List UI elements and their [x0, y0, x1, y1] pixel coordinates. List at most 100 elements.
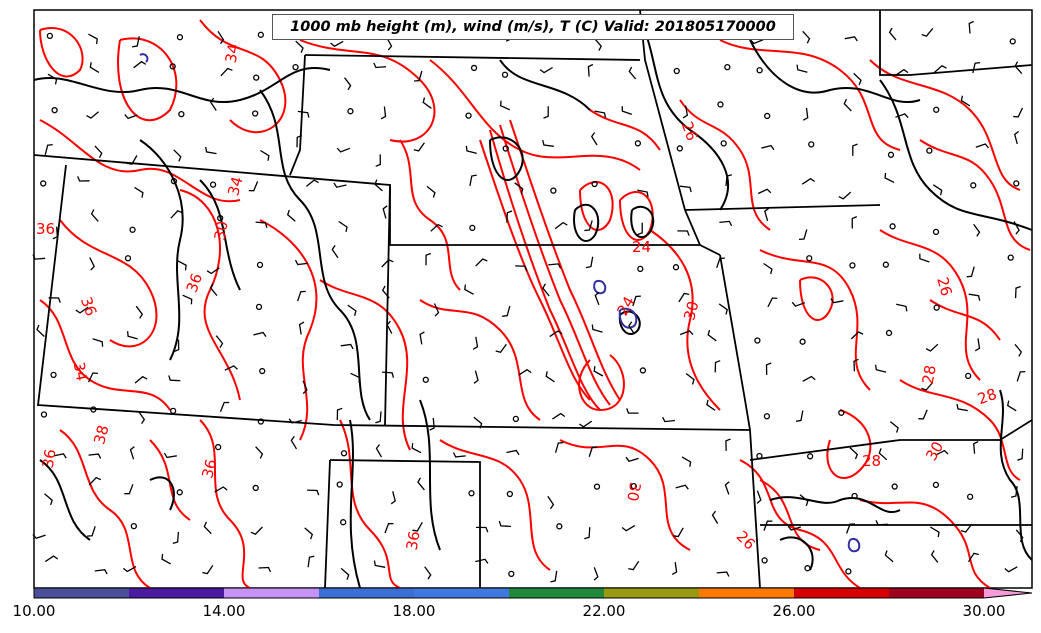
- calm-station-icon: [806, 453, 814, 460]
- wind-barb-icon: [373, 560, 386, 568]
- contour-labels: 34 36 34 30 36 36 34 38 36 36 36 24 30 3…: [36, 43, 999, 554]
- calm-station-icon: [506, 490, 514, 498]
- wind-barb-icon: [75, 306, 89, 314]
- wind-barb-icon: [594, 38, 602, 51]
- calm-station-icon: [672, 264, 680, 271]
- wind-barb-icon: [89, 257, 95, 271]
- wind-barb-icon: [706, 399, 716, 411]
- wind-barb-icon: [628, 66, 637, 80]
- wind-barb-icon: [475, 526, 489, 533]
- wind-barb-icon: [219, 401, 230, 413]
- calm-station-icon: [887, 151, 895, 158]
- wind-barb-icon: [707, 329, 717, 342]
- calm-station-icon: [50, 371, 57, 379]
- wind-barb-icon: [375, 444, 383, 458]
- wind-barb-icon: [682, 105, 689, 119]
- wind-barb-icon: [542, 283, 550, 297]
- wind-barb-icon: [126, 155, 138, 165]
- wind-barb-icon: [549, 330, 563, 338]
- calm-station-icon: [591, 180, 598, 188]
- wind-barb-icon: [932, 184, 943, 196]
- wind-barb-icon: [333, 182, 347, 188]
- colorbar-tick-1: 10.00: [12, 602, 56, 620]
- wind-barb-icon: [711, 510, 719, 524]
- wind-barb-icon: [286, 209, 296, 222]
- wind-barb-icon: [628, 560, 640, 571]
- wind-barb-icon: [874, 364, 887, 373]
- wind-barb-icon: [382, 371, 395, 378]
- calm-station-icon: [933, 304, 940, 311]
- calm-station-icon: [178, 110, 185, 118]
- wind-barb-icon: [88, 453, 102, 459]
- wind-barb-icon: [384, 522, 394, 534]
- colorbar: [33, 587, 1033, 599]
- calm-station-icon: [637, 265, 644, 273]
- wind-barb-icon: [217, 30, 225, 45]
- wind-barb-icon: [422, 97, 432, 109]
- calm-station-icon: [340, 450, 348, 457]
- wind-barb-icon: [295, 40, 304, 53]
- wind-barb-icon: [133, 60, 147, 69]
- wind-barb-icon: [637, 189, 649, 198]
- wind-barb-icon: [135, 305, 144, 319]
- calm-station-icon: [169, 407, 177, 415]
- calm-station-icon: [933, 106, 940, 113]
- wind-barb-icon: [350, 372, 361, 383]
- wind-barb-icon: [161, 554, 172, 565]
- wind-barb-icon: [594, 110, 607, 118]
- calm-station-icon: [639, 367, 647, 374]
- calm-station-icon: [252, 110, 259, 117]
- wind-barb-icon: [587, 63, 594, 77]
- wind-barb-icon: [678, 292, 690, 303]
- calm-station-icon: [634, 140, 642, 147]
- wind-barb-icon: [77, 176, 90, 182]
- wind-barb-icon: [414, 70, 423, 82]
- calm-station-icon: [932, 228, 940, 236]
- wind-barb-icon: [791, 301, 806, 307]
- wind-barb-icon: [209, 283, 218, 297]
- wind-barb-icon: [853, 358, 859, 372]
- wind-barb-icon: [168, 375, 181, 382]
- calm-station-icon: [970, 182, 977, 189]
- state-borders: [33, 9, 1033, 589]
- contour-label-5: 36: [183, 271, 206, 295]
- calm-station-icon: [340, 519, 347, 526]
- wind-barb-icon: [336, 407, 343, 421]
- wind-barb-icon: [677, 230, 690, 236]
- wind-barb-icon: [718, 303, 728, 315]
- calm-station-icon: [422, 376, 429, 383]
- wind-barb-icon: [343, 77, 352, 91]
- wind-barb-icon: [298, 321, 305, 335]
- wind-barb-icon: [89, 62, 100, 73]
- wind-barb-icon: [1013, 221, 1020, 235]
- calm-station-icon: [754, 337, 761, 344]
- wind-barb-icon: [92, 338, 104, 347]
- wind-barb-icon: [542, 139, 554, 147]
- calm-station-icon: [257, 418, 264, 425]
- calm-station-icon: [882, 261, 890, 268]
- wind-barb-icon: [716, 257, 725, 269]
- wind-barb-icon: [375, 411, 382, 424]
- wind-barb-icon: [802, 30, 811, 44]
- calm-station-icon: [593, 483, 601, 490]
- wind-barb-icon: [844, 36, 858, 42]
- wind-barb-icon: [671, 562, 678, 575]
- calm-station-icon: [40, 180, 47, 187]
- wind-barb-icon: [548, 263, 562, 269]
- wind-barb-icon: [960, 95, 971, 107]
- calm-station-icon: [292, 63, 299, 71]
- calm-station-icon: [806, 255, 813, 262]
- wind-barb-icon: [44, 493, 53, 506]
- wind-barb-icon: [373, 62, 386, 69]
- calm-station-icon: [215, 443, 222, 451]
- calm-station-icon: [90, 406, 97, 413]
- wind-barb-icon: [347, 304, 357, 316]
- calm-station-icon: [926, 147, 933, 154]
- wind-barb-icon: [966, 266, 975, 278]
- wind-barb-icon: [220, 67, 233, 77]
- calm-station-icon: [40, 411, 48, 418]
- wind-barb-icon: [331, 245, 339, 259]
- wind-barb-icon: [129, 446, 135, 460]
- calm-station-icon: [468, 490, 475, 497]
- wind-barb-icon: [390, 491, 396, 505]
